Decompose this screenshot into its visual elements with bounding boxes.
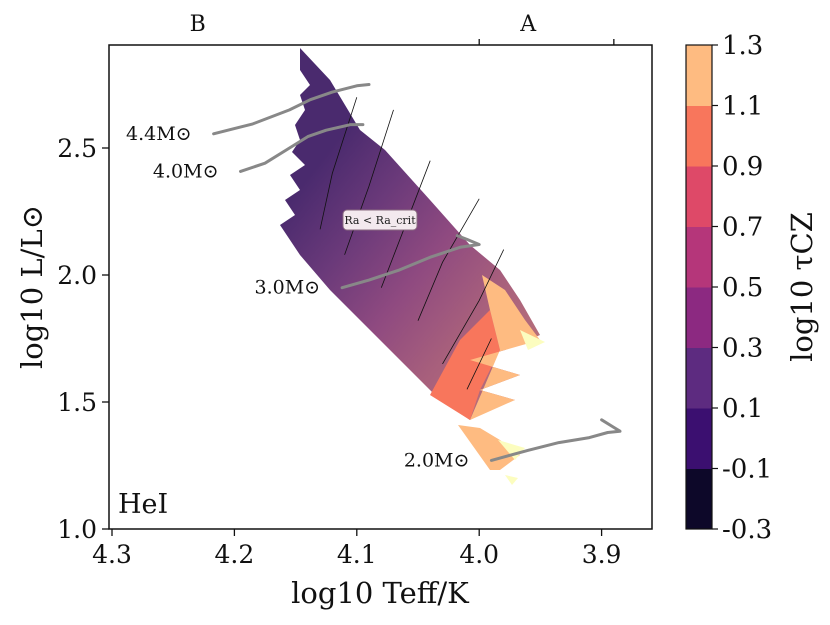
region-yellow-patch bbox=[520, 330, 545, 350]
colorbar-tick-label: 1.3 bbox=[722, 31, 763, 61]
contour-line bbox=[344, 109, 394, 255]
colorbar: -0.3 -0.1 0.1 0.3 0.5 0.7 0.9 1.1 1.3 bbox=[685, 31, 772, 545]
contour-line bbox=[466, 338, 492, 390]
track-label: 3.0M⊙ bbox=[255, 277, 321, 299]
region-lower-yellow bbox=[498, 440, 525, 460]
colorbar-tick-label: 1.1 bbox=[722, 92, 763, 122]
region-orange-band bbox=[430, 310, 500, 420]
spectral-type-label: A bbox=[519, 12, 537, 37]
x-axis-ticks: 4.3 4.2 4.1 4.0 3.9 bbox=[92, 529, 621, 569]
y-tick-label: 2.5 bbox=[57, 134, 97, 163]
region-purple-band bbox=[280, 48, 540, 420]
contour-line bbox=[417, 198, 480, 321]
region-lower-tip bbox=[505, 475, 518, 485]
y-tick-label: 2.0 bbox=[57, 261, 97, 290]
panel-label: HeI bbox=[118, 489, 168, 520]
x-tick-label: 4.1 bbox=[337, 540, 377, 569]
ra-annotation: Ra < Ra_crit bbox=[342, 209, 418, 231]
y-axis-title: log10 L/L⊙ bbox=[15, 205, 49, 369]
colorbar-segment bbox=[686, 468, 712, 530]
plot-frame bbox=[108, 44, 653, 530]
colorbar-tick-label: 0.9 bbox=[722, 152, 763, 182]
y-tick-label: 1.0 bbox=[57, 515, 97, 544]
y-tick-label: 1.5 bbox=[57, 388, 97, 417]
colorbar-tick-label: 0.7 bbox=[722, 213, 763, 243]
region-lower-orange bbox=[458, 425, 520, 470]
colorbar-segment bbox=[686, 105, 712, 167]
region-light-orange-band bbox=[470, 275, 540, 420]
colorbar-tick-label: 0.3 bbox=[722, 334, 763, 364]
ra-annotation-text: Ra < Ra_crit bbox=[344, 214, 416, 227]
evolution-track bbox=[212, 83, 371, 136]
track-label: 2.0M⊙ bbox=[404, 449, 470, 471]
colorbar-segment bbox=[686, 166, 712, 227]
colorbar-segment bbox=[686, 45, 712, 106]
evolution-tracks bbox=[212, 83, 622, 462]
evolution-track bbox=[239, 123, 365, 173]
colorbar-tick-label: 0.5 bbox=[722, 273, 763, 303]
x-tick-label: 4.3 bbox=[92, 540, 132, 569]
tau-cz-region bbox=[280, 48, 545, 485]
track-label: 4.0M⊙ bbox=[153, 160, 219, 182]
colorbar-tick-label: 0.1 bbox=[722, 394, 763, 424]
spectral-type-label: B bbox=[190, 12, 206, 37]
colorbar-segment bbox=[686, 408, 712, 469]
colorbar-title: log10 τCZ bbox=[785, 212, 819, 362]
colorbar-segment bbox=[686, 226, 712, 288]
y-axis-ticks: 1.0 1.5 2.0 2.5 bbox=[57, 134, 109, 544]
colorbar-segment bbox=[686, 347, 712, 409]
x-axis-title: log10 Teff/K bbox=[291, 576, 470, 610]
x-tick-label: 4.0 bbox=[459, 540, 499, 569]
contour-line bbox=[442, 249, 505, 365]
x-axis-title-text: log10 Teff/K bbox=[291, 576, 470, 610]
x-tick-label: 3.9 bbox=[582, 540, 622, 569]
y-axis-title-text: log10 L/L⊙ bbox=[15, 205, 49, 369]
contour-line bbox=[319, 97, 358, 230]
colorbar-tick-label: -0.3 bbox=[722, 515, 772, 545]
x-tick-label: 4.2 bbox=[215, 540, 255, 569]
evolution-track bbox=[489, 418, 622, 462]
colorbar-tick-label: -0.1 bbox=[722, 455, 772, 485]
colorbar-title-text: log10 τCZ bbox=[785, 212, 819, 362]
track-labels: 4.4M⊙ 4.0M⊙ 3.0M⊙ 2.0M⊙ bbox=[126, 123, 469, 472]
track-label: 4.4M⊙ bbox=[126, 123, 192, 145]
colorbar-segment bbox=[686, 287, 712, 348]
evolution-track bbox=[340, 234, 481, 290]
contour-lines bbox=[319, 97, 505, 390]
